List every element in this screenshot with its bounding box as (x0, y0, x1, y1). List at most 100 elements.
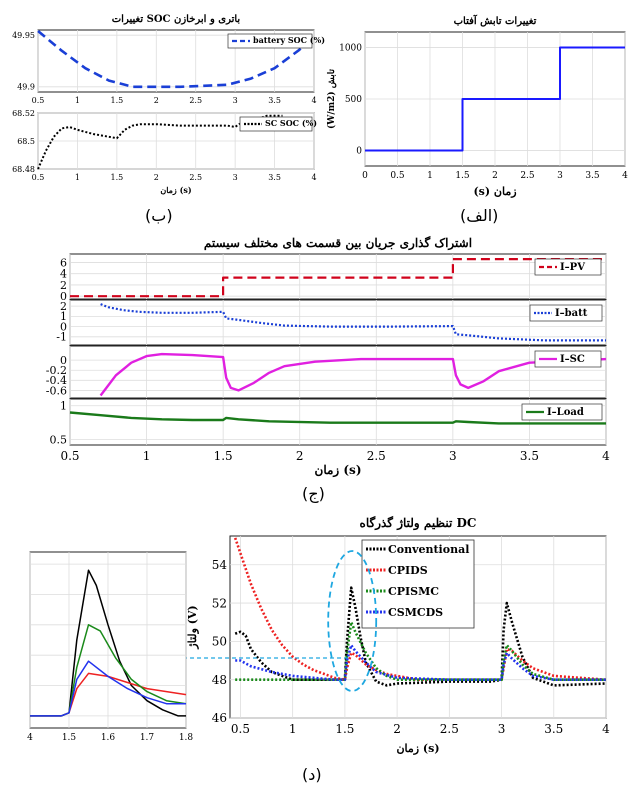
dc-bus-line-1 (234, 586, 607, 687)
x-tick-label: 2 (492, 171, 498, 181)
x-tick-label: 0.5 (60, 449, 79, 463)
zoom-highlight-ellipse (327, 550, 378, 692)
current-1-legend-label: I–PV (560, 262, 585, 273)
x-tick-label: 2.5 (189, 173, 202, 182)
battery-soc-legend-box (227, 33, 313, 49)
x-tick-label: 1.5 (62, 733, 77, 743)
x-tick-label: 1.6 (101, 733, 116, 743)
x-tick-label: 1 (143, 449, 151, 463)
dc-bus-legend-label: CPISMC (388, 585, 439, 598)
irradiance-x-label: (s) زمان (473, 185, 516, 198)
y-tick-label: -0.2 (46, 364, 67, 377)
battery-soc-legend-label: battery SOC (%) (253, 35, 325, 45)
y-tick-label: 0 (60, 320, 67, 333)
y-tick-label: -0.6 (46, 384, 67, 397)
x-tick-label: 4 (311, 96, 316, 105)
y-tick-label: 68.52 (12, 109, 35, 118)
current-line-1 (70, 258, 606, 298)
caption-alef: (الف) (460, 206, 499, 225)
y-tick-label: 68.48 (12, 165, 35, 174)
y-tick-label: 52 (212, 596, 227, 610)
irradiance-title: تغییرات تابش آفتاب (454, 14, 537, 27)
x-tick-label: 0.5 (390, 171, 405, 181)
y-tick-label: 49.95 (12, 31, 35, 40)
dc-bus-line-4 (235, 643, 606, 682)
y-tick-label: 1 (60, 400, 67, 413)
x-tick-label: 2.5 (520, 171, 535, 181)
x-tick-label: 1 (75, 96, 80, 105)
current-panel-2 (69, 299, 607, 346)
y-tick-label: 0 (356, 147, 362, 157)
x-tick-label: 2 (154, 173, 159, 182)
dc-bus-line-2 (233, 537, 607, 682)
dc-bus-legend-label: CPIDS (388, 564, 428, 577)
current-title: اشتراک گذاری جریان بین قسمت های مختلف سی… (204, 235, 472, 251)
x-tick-label: 3 (557, 171, 563, 181)
x-tick-label: 1 (75, 173, 80, 182)
current-panel-4 (69, 398, 607, 446)
x-tick-label: 2 (154, 96, 159, 105)
y-tick-label: 68.5 (17, 137, 35, 146)
x-tick-label: 3.5 (544, 722, 563, 736)
x-tick-label: 1.5 (110, 96, 123, 105)
x-tick-label: 3.5 (268, 173, 281, 182)
y-tick-label: 49.9 (17, 83, 35, 92)
x-tick-label: 3 (233, 173, 238, 182)
current-line-3 (99, 352, 607, 397)
current-3-legend-label: I–SC (560, 354, 585, 365)
x-tick-label: 1.5 (214, 449, 233, 463)
current-4-legend-box (521, 403, 603, 421)
y-tick-label: 54 (212, 558, 228, 572)
x-tick-label: 1.7 (140, 733, 155, 743)
x-tick-label: 1 (427, 171, 433, 181)
x-tick-label: 4 (602, 722, 610, 736)
dc-bus-legend-label: Conventional (388, 543, 469, 556)
current-3-legend-box (534, 350, 602, 368)
current-1-legend-box (534, 258, 602, 276)
x-tick-label: 0 (362, 171, 368, 181)
y-tick-label: 4 (60, 268, 67, 281)
x-tick-label: 0.5 (32, 96, 45, 105)
x-tick-label: 3 (233, 96, 238, 105)
x-tick-label: 4 (602, 449, 610, 463)
x-tick-label: 0.5 (32, 173, 45, 182)
x-tick-label: 2 (296, 449, 304, 463)
dc-bus-title: تنظیم ولتاژ گذرگاه DC (360, 515, 477, 531)
x-tick-label: 2 (393, 722, 401, 736)
y-tick-label: 50 (212, 635, 227, 649)
y-tick-label: 48 (212, 673, 227, 687)
y-tick-label: 2 (60, 279, 67, 292)
x-tick-label: 4 (27, 733, 33, 743)
caption-jim: (ج) (302, 484, 325, 503)
current-4-legend-label: I–Load (547, 407, 584, 418)
y-tick-label: 0 (60, 354, 67, 367)
x-tick-label: 3.5 (268, 96, 281, 105)
current-line-4 (69, 411, 606, 425)
current-2-legend-box (529, 304, 603, 322)
x-tick-label: 4 (311, 173, 316, 182)
x-tick-label: 3 (449, 449, 457, 463)
sc-soc-legend-box (239, 116, 313, 132)
y-tick-label: 2 (60, 300, 67, 313)
x-tick-label: 3 (498, 722, 506, 736)
dc-bus-legend-label: CSMCDS (388, 606, 443, 619)
irradiance-y-label: (W/m2) تابش (326, 68, 337, 129)
soc-title: تغییرات SOC باتری و ابرخازن (112, 14, 241, 25)
x-tick-label: 1 (289, 722, 297, 736)
x-tick-label: 1.5 (110, 173, 123, 182)
x-tick-label: 1.5 (335, 722, 354, 736)
battery-soc-line (37, 30, 315, 89)
x-tick-label: 1.8 (179, 733, 194, 743)
x-tick-label: 2.5 (189, 96, 202, 105)
y-tick-label: 0.5 (50, 433, 68, 446)
dc-bus-x-label: زمان (s) (396, 742, 439, 755)
x-tick-label: 0.5 (231, 722, 250, 736)
caption-dal: (د) (302, 765, 322, 784)
x-tick-label: 1.5 (455, 171, 470, 181)
y-tick-label: 1000 (339, 44, 362, 54)
y-tick-label: -1 (56, 331, 67, 344)
x-tick-label: 3.5 (585, 171, 600, 181)
current-x-label: زمان (s) (315, 463, 362, 478)
x-tick-label: 4 (622, 171, 628, 181)
